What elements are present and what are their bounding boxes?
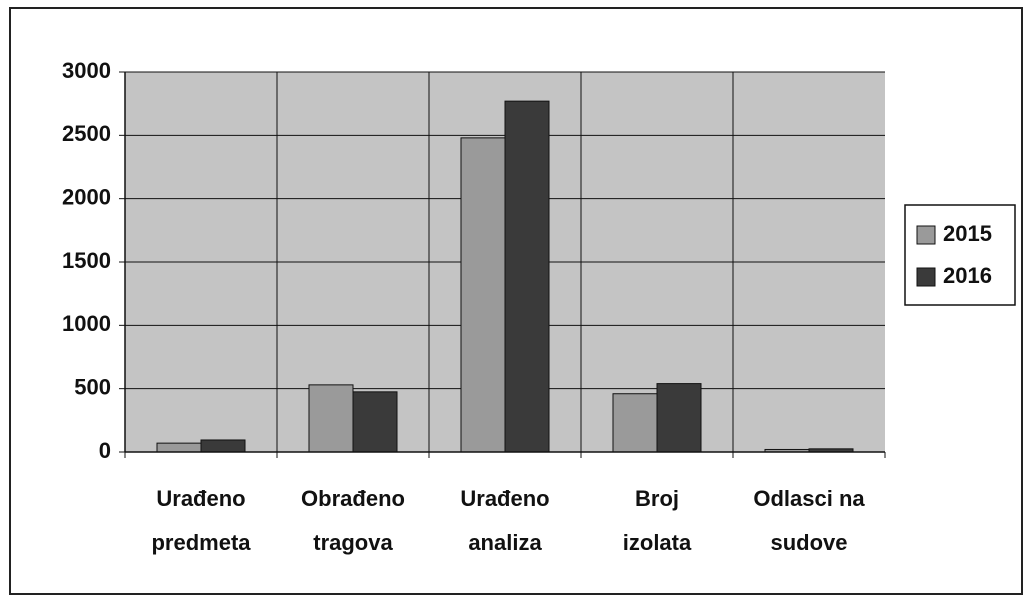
- x-tick-label: Urađeno predmeta: [151, 486, 251, 555]
- x-tick-label: Urađeno analiza: [460, 486, 549, 555]
- bar: [200, 439, 246, 453]
- x-tick-label: Odlasci na sudove: [753, 486, 865, 555]
- bar: [612, 393, 658, 453]
- y-tick-label: 500: [74, 374, 111, 399]
- x-tick-label-line: predmeta: [151, 530, 251, 555]
- x-tick-label-line: analiza: [468, 530, 542, 555]
- bar: [156, 442, 202, 453]
- x-tick-label-line: Broj: [635, 486, 679, 511]
- x-tick-label: Broj izolata: [623, 486, 692, 555]
- legend-swatch: [916, 225, 936, 245]
- y-tick-label: 2000: [62, 184, 111, 209]
- legend-label: 2016: [943, 263, 992, 288]
- x-tick-label: Obrađeno tragova: [301, 486, 405, 555]
- x-tick-label-line: tragova: [313, 530, 393, 555]
- x-tick-label-line: Obrađeno: [301, 486, 405, 511]
- bar: [460, 137, 506, 453]
- x-tick-label-line: Odlasci na: [753, 486, 865, 511]
- x-tick-label-line: Urađeno: [460, 486, 549, 511]
- y-tick-label: 3000: [62, 58, 111, 83]
- y-tick-label: 0: [99, 438, 111, 463]
- y-tick-label: 1000: [62, 311, 111, 336]
- bar: [352, 391, 398, 453]
- y-tick-label: 2500: [62, 121, 111, 146]
- legend-label: 2015: [943, 221, 992, 246]
- legend-swatch: [916, 267, 936, 287]
- bar: [656, 383, 702, 453]
- legend-box: [904, 204, 1016, 306]
- bar: [308, 384, 354, 453]
- bar: [504, 100, 550, 453]
- x-tick-label-line: Urađeno: [156, 486, 245, 511]
- x-tick-label-line: sudove: [770, 530, 847, 555]
- x-tick-label-line: izolata: [623, 530, 692, 555]
- y-tick-label: 1500: [62, 248, 111, 273]
